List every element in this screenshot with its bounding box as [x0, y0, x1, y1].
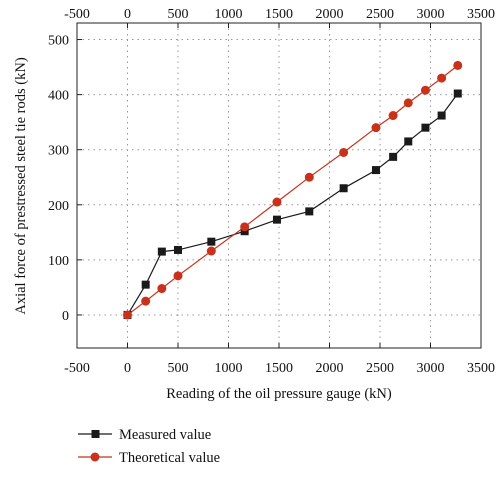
measured-point [141, 280, 150, 289]
ticks: -500 0 500 1000 1500 2000 2500 3000 3500-500 0 500… [48, 7, 495, 376]
theoretical-point [123, 310, 132, 320]
x-tick-label: 2000 [316, 361, 344, 376]
legend-theoretical-label: Theoretical value [119, 450, 220, 466]
theoretical-point [272, 197, 282, 207]
y-tick-label: 400 [48, 89, 69, 104]
legend-theoretical-marker [90, 452, 100, 462]
x-tick-label: -500 [64, 361, 90, 376]
y-tick-label: 100 [48, 254, 69, 269]
theoretical-point [173, 271, 183, 281]
y-tick-label: 300 [48, 144, 69, 159]
measured-point [305, 207, 314, 216]
x-axis-title: Reading of the oil pressure gauge (kN) [166, 386, 392, 402]
theoretical-point [453, 60, 463, 70]
legend-measured-marker [91, 430, 100, 438]
measured-point [453, 89, 462, 98]
top-tick-label: 2500 [366, 7, 394, 22]
theoretical-point [403, 98, 413, 108]
y-axis-title: Axial force of prestressed steel tie rod… [13, 57, 29, 314]
x-tick-label: 1000 [215, 361, 243, 376]
y-tick-label: 200 [48, 199, 69, 214]
top-tick-label: -500 [64, 7, 90, 22]
x-tick-label: 2500 [366, 361, 394, 376]
theoretical-point [157, 284, 167, 294]
measured-point [437, 111, 446, 120]
y-tick-label: 0 [62, 309, 69, 324]
theoretical-point [240, 222, 250, 232]
measured-point [404, 137, 413, 146]
grid [77, 23, 481, 348]
measured-point [371, 166, 380, 175]
measured-point [157, 247, 166, 256]
measured-point [421, 123, 430, 132]
theoretical-point [206, 246, 216, 256]
measured-point [174, 245, 182, 254]
y-tick-label: 500 [48, 34, 69, 49]
x-tick-label: 0 [124, 361, 131, 376]
top-tick-label: 1500 [265, 7, 293, 22]
top-tick-label: 1000 [215, 7, 243, 22]
legend-measured-label: Measured value [119, 427, 211, 443]
x-tick-label: 1500 [265, 361, 293, 376]
theoretical-point [371, 123, 381, 133]
theoretical-point [339, 147, 349, 157]
legend: Measured value Theoretical value [78, 427, 220, 466]
series-line-0 [126, 93, 459, 316]
theoretical-point [141, 296, 151, 306]
series-layer [123, 60, 463, 320]
measured-point [207, 237, 216, 246]
theoretical-point [420, 85, 430, 95]
top-tick-label: 3500 [467, 7, 495, 22]
x-tick-label: 500 [168, 361, 189, 376]
measured-point [339, 184, 348, 193]
theoretical-point [437, 73, 447, 83]
top-tick-label: 500 [168, 7, 189, 22]
theoretical-point [388, 111, 398, 121]
top-tick-label: 2000 [316, 7, 344, 22]
theoretical-point [304, 172, 314, 182]
measured-point [272, 215, 281, 224]
x-tick-label: 3500 [467, 361, 495, 376]
top-tick-label: 3000 [417, 7, 445, 22]
top-tick-label: 0 [124, 7, 131, 22]
measured-point [389, 152, 398, 161]
x-tick-label: 3000 [417, 361, 445, 376]
